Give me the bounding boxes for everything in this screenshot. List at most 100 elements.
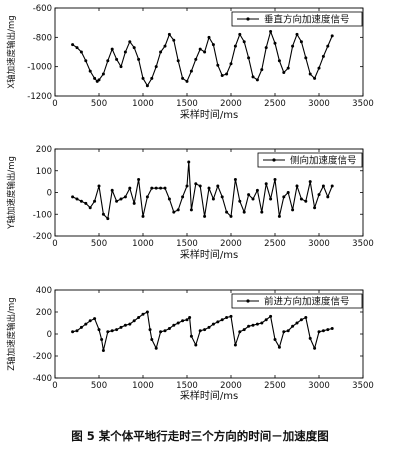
data-point [71,330,75,334]
data-point [154,186,158,190]
data-point [101,212,105,216]
data-point [264,182,268,186]
data-point [128,40,132,44]
data-point [198,184,202,188]
data-point [137,316,141,319]
data-point [172,210,176,214]
data-point [291,208,295,212]
data-point [123,323,127,327]
data-point [229,214,233,218]
data-point [145,84,149,88]
data-point [101,72,105,76]
x-tick-label: 2000 [220,99,242,109]
data-point [282,330,286,334]
y-axis-label: Y轴加速度输出/mg [6,156,17,230]
legend-box [257,152,363,168]
data-point [207,35,211,39]
x-tick-label: 2500 [264,99,286,109]
x-tick-label: 1500 [176,381,198,391]
data-point [255,322,259,326]
data-point [317,193,321,197]
data-point [88,206,92,210]
data-point [194,57,198,61]
data-point [251,323,255,327]
data-point [299,197,303,201]
y-tick-label: 400 [36,286,52,296]
data-point [167,197,171,201]
data-point [115,328,119,332]
data-point [154,65,158,69]
data-point [260,210,264,214]
data-point [75,46,79,50]
data-point [198,47,202,51]
data-point [247,193,251,197]
x-axis-label: 采样时间/ms [180,248,238,261]
y-tick-label: -400 [33,374,52,384]
x-tick-label: 1000 [132,99,154,109]
plot-area [54,7,364,97]
y-tick-label: 0 [47,189,52,199]
data-point [132,46,136,50]
data-point [238,199,242,203]
data-point [291,44,295,48]
data-point [79,325,83,329]
data-point [282,195,286,199]
data-point [238,32,242,36]
data-point [220,73,224,77]
x-tick-label: 3500 [352,381,374,391]
data-point [189,334,193,338]
chart-panel-y: 0 500 1000 1500 2000 2500 3000 3500 -200 -100 0 100… [6,145,374,261]
data-point [260,321,264,325]
data-point [167,32,171,36]
data-point [172,38,176,42]
data-point [110,188,114,192]
x-axis-label: 采样时间/ms [180,108,238,121]
data-point [97,78,101,82]
data-point [273,41,277,45]
x-tick-label: 1000 [132,239,154,249]
data-point [211,43,215,47]
data-point [106,330,110,334]
data-point [93,199,97,203]
data-point [313,76,317,80]
data-point [189,208,193,212]
data-point [203,214,207,218]
legend-marker [246,17,250,21]
x-tick-label: 2000 [220,239,242,249]
y-axis-label: Z轴加速度输出/mg [6,297,17,370]
y-axis-label: X轴加速度输出/mg [6,15,17,88]
data-point [150,186,154,190]
data-point [176,321,180,325]
data-point [330,34,334,38]
data-point [148,328,152,332]
data-point [313,346,317,350]
data-point [176,208,180,212]
data-point [295,184,299,188]
x-tick-label: 3500 [352,99,374,109]
data-point [132,319,136,323]
data-point [101,349,105,352]
data-point [203,50,207,54]
data-point [194,182,198,186]
data-point [330,327,334,330]
data-point [145,195,149,199]
data-point [93,317,97,321]
data-point [326,195,330,199]
legend-label: 侧向加速度信号 [290,155,357,167]
data-point [321,184,325,188]
data-point [291,324,295,328]
data-point [181,76,185,80]
x-tick-label: 0 [52,99,57,109]
data-point [106,59,110,63]
data-point [295,321,299,325]
data-point [132,201,136,205]
data-point [277,214,281,218]
y-tick-label: -800 [33,33,52,43]
legend-marker [246,299,250,303]
data-point [220,318,224,322]
data-point [141,312,145,316]
x-tick-label: 500 [91,99,107,109]
y-tick-label: -600 [33,4,52,14]
y-tick-label: 200 [36,308,52,318]
data-point [269,29,273,33]
